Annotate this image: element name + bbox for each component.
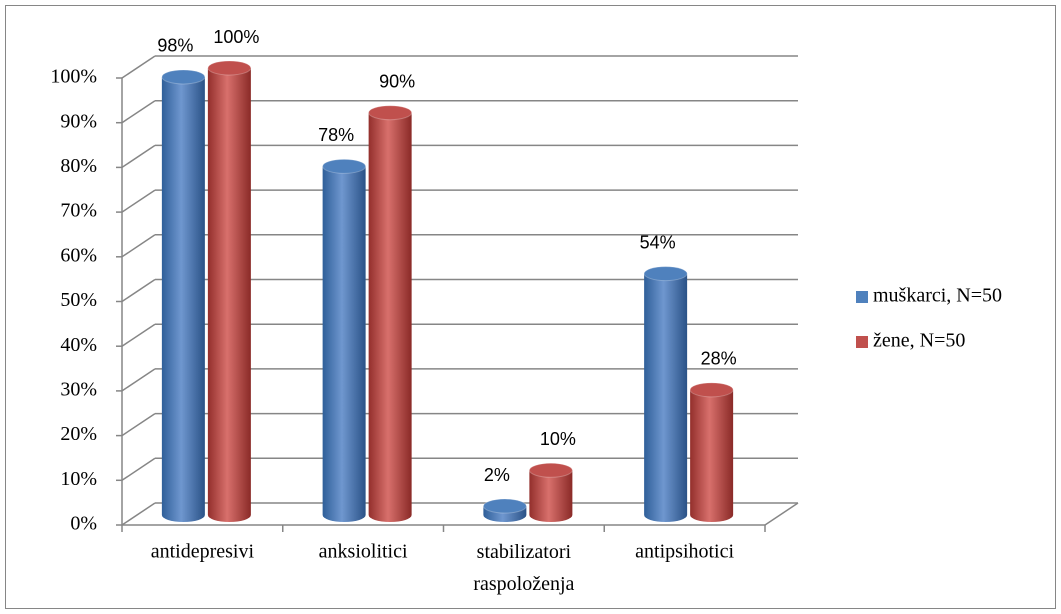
x-tick-label-line: stabilizatori [477, 541, 572, 563]
grid-line-side [121, 278, 156, 303]
legend-swatch [856, 291, 868, 303]
x-tick-label: anksiolitici [319, 541, 408, 563]
y-tick-label: 0% [70, 513, 97, 535]
data-label: 100% [213, 27, 259, 47]
data-label: 54% [640, 232, 676, 252]
y-tick-label: 70% [60, 200, 97, 222]
bar [207, 68, 251, 523]
x-tick-label: stabilizatori raspoloženja [473, 541, 574, 595]
bar [529, 470, 573, 523]
legend-label: žene, N=50 [873, 330, 965, 352]
y-tick-label: 90% [60, 110, 97, 132]
grid-line-side [121, 412, 156, 437]
bar-top [643, 266, 688, 282]
data-label: 90% [379, 71, 415, 91]
grid-line-side [121, 502, 156, 526]
legend-label: muškarci, N=50 [873, 285, 1002, 307]
bar [322, 166, 366, 523]
grid-line-side [121, 368, 156, 392]
y-tick-label: 100% [50, 66, 97, 88]
bar [161, 76, 205, 523]
y-tick-label: 20% [60, 423, 97, 445]
grid-line-side [121, 457, 156, 481]
data-label: 78% [318, 125, 354, 145]
bar [368, 112, 412, 523]
bar [644, 273, 688, 523]
y-tick-label: 80% [60, 155, 97, 177]
y-tick-label: 40% [60, 334, 97, 356]
grid-line-side [121, 323, 156, 347]
y-tick-label: 50% [60, 289, 97, 311]
data-label: 2% [484, 465, 510, 485]
grid-line-side [121, 189, 156, 213]
legend-swatch [856, 336, 868, 348]
bar-top [689, 382, 734, 398]
bar-top [368, 105, 413, 121]
grid-line-side [121, 100, 156, 124]
bar [690, 389, 734, 523]
bar-top [207, 60, 252, 76]
y-tick-label: 30% [60, 378, 97, 400]
bar-top [161, 69, 206, 85]
x-tick-label: antipsihotici [635, 541, 734, 563]
bar-top [528, 462, 573, 478]
y-tick-label: 60% [60, 244, 97, 266]
data-label: 10% [540, 429, 576, 449]
data-label: 98% [157, 36, 193, 56]
y-tick-label: 10% [60, 468, 97, 490]
bar-top [482, 498, 527, 514]
data-label: 28% [701, 349, 737, 369]
bar-top [322, 158, 367, 174]
x-tick-label-line: raspoloženja [473, 573, 574, 595]
grid-line-side [121, 234, 156, 258]
x-tick-label: antidepresivi [151, 541, 255, 563]
grid-line-side [121, 144, 156, 169]
floor-edge [764, 502, 799, 526]
grid-line-side [121, 55, 156, 79]
